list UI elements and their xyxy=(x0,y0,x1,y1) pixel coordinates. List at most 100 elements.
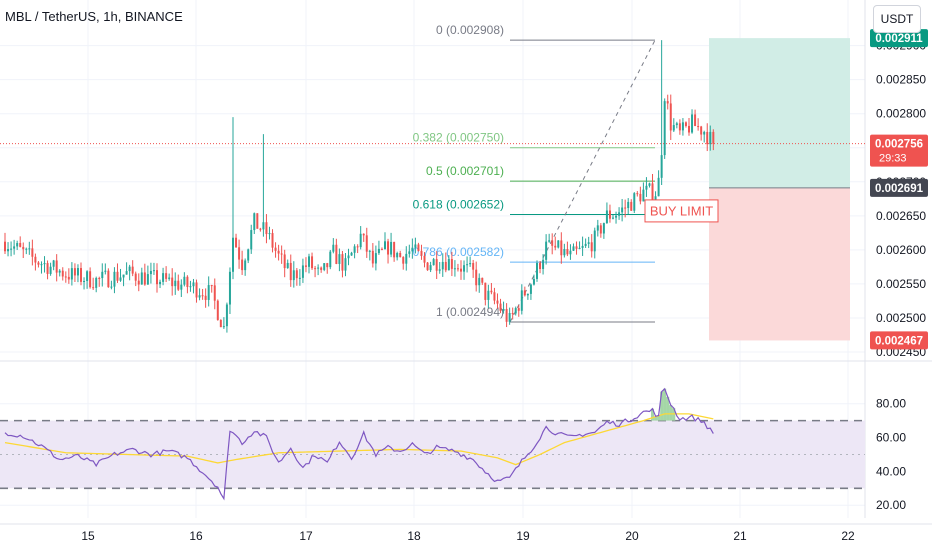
candle-body xyxy=(536,262,538,279)
candle-body xyxy=(408,251,411,254)
candle-body xyxy=(253,213,256,231)
candle-body xyxy=(612,217,614,219)
candle-body xyxy=(268,233,271,235)
candle-body xyxy=(228,271,231,305)
fib-trendline[interactable] xyxy=(509,39,656,323)
candle-body xyxy=(712,131,715,144)
candle-body xyxy=(134,273,137,281)
candle-body xyxy=(630,201,633,211)
candle-body xyxy=(575,246,578,249)
fibonacci-retracement[interactable]: 0 (0.002908) 0.382 (0.002750) 0.5 (0.00270… xyxy=(413,23,656,323)
candle-body xyxy=(356,246,359,248)
candle-body xyxy=(37,262,40,265)
currency-button[interactable]: USDT xyxy=(873,5,921,33)
candle-body xyxy=(651,183,654,201)
candle-body xyxy=(174,280,177,287)
candle-body xyxy=(578,247,581,249)
buy-limit-box[interactable] xyxy=(644,199,719,223)
candle-body xyxy=(697,126,700,128)
candle-body xyxy=(539,262,542,270)
candle-body xyxy=(460,268,462,272)
candle-body xyxy=(551,240,554,246)
candle-body xyxy=(435,259,438,271)
candle-body xyxy=(417,244,420,251)
rsi-line xyxy=(4,387,714,501)
candle-body xyxy=(681,122,684,131)
candle-body xyxy=(213,285,216,301)
entry-price-tag-label: 0.002691 xyxy=(875,183,924,195)
candle-body xyxy=(493,292,496,301)
target-price-tag: 0.002911 xyxy=(870,29,928,48)
candle-body xyxy=(28,248,31,250)
candle-body xyxy=(171,277,174,287)
candle-body xyxy=(548,240,551,242)
candles xyxy=(4,40,715,333)
candle-body xyxy=(298,277,301,279)
candle-body xyxy=(101,271,104,279)
candle-body xyxy=(605,210,608,224)
candle-body xyxy=(80,268,82,282)
candle-body xyxy=(244,260,247,271)
candle-body xyxy=(207,285,210,300)
chart-title: MBL / TetherUS, 1h, BINANCE xyxy=(5,9,183,24)
candle-body xyxy=(444,261,447,271)
candle-body xyxy=(608,210,611,219)
candle-body xyxy=(532,278,535,285)
candle-body xyxy=(7,249,10,252)
candle-body xyxy=(432,259,435,266)
stop-price-tag-bg xyxy=(870,331,928,350)
candle-body xyxy=(371,250,374,264)
candle-body xyxy=(320,267,323,270)
candle-body xyxy=(64,276,67,278)
candle-body xyxy=(250,230,253,250)
candle-body xyxy=(119,277,122,281)
candle-body xyxy=(83,281,86,283)
candle-body xyxy=(146,274,149,285)
candle-body xyxy=(545,241,548,260)
candle-body xyxy=(441,261,444,270)
price-tick-label: 0.002800 xyxy=(876,107,926,121)
candle-body xyxy=(238,247,241,260)
target-price-tag-label: 0.002911 xyxy=(875,33,923,45)
candle-body xyxy=(633,193,636,211)
rsi-tick-label: 80.00 xyxy=(876,397,906,411)
candle-body xyxy=(4,241,6,252)
candle-body xyxy=(219,319,222,328)
candle-body xyxy=(162,273,165,282)
rsi-ma-line xyxy=(4,413,714,466)
candle-body xyxy=(323,263,326,270)
candle-body xyxy=(359,233,362,248)
candle-body xyxy=(107,270,110,288)
candle-body xyxy=(350,252,353,256)
candle-body xyxy=(557,240,560,248)
position-zones xyxy=(709,38,850,341)
candle-body xyxy=(149,270,152,275)
price-tick-label: 0.002600 xyxy=(876,243,926,257)
candle-body xyxy=(447,259,450,271)
candle-body xyxy=(329,251,332,268)
candle-body xyxy=(241,259,244,271)
candle-body xyxy=(332,244,335,252)
candle-body xyxy=(326,263,329,268)
candle-body xyxy=(450,259,453,269)
candle-body xyxy=(283,254,286,269)
candle-body xyxy=(70,268,73,280)
candle-body xyxy=(399,252,402,258)
candle-body xyxy=(387,241,390,255)
candle-body xyxy=(10,248,13,250)
candle-body xyxy=(311,256,314,269)
candle-body xyxy=(691,114,694,133)
buy-limit-order[interactable]: BUY LIMIT xyxy=(644,199,719,223)
candle-body xyxy=(19,243,22,247)
entry-price-tag-bg xyxy=(870,178,928,197)
candle-body xyxy=(89,271,92,288)
candle-body xyxy=(232,237,234,272)
candle-body xyxy=(405,253,408,264)
candle-body xyxy=(490,290,493,293)
candle-body xyxy=(414,244,417,248)
fib-level-label: 0.618 (0.002652) xyxy=(413,197,504,211)
candle-body xyxy=(475,269,478,286)
candle-body xyxy=(98,277,101,279)
candle-body xyxy=(499,303,502,311)
